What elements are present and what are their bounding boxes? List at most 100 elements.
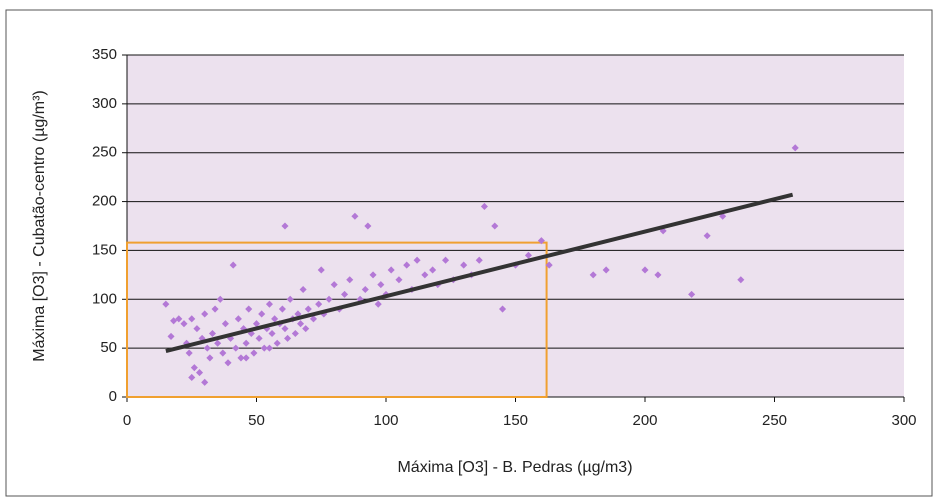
scatter-point — [203, 344, 211, 352]
scatter-point — [208, 329, 217, 338]
scatter-point — [242, 354, 250, 362]
scatter-point — [250, 349, 258, 357]
scatter-point — [688, 290, 696, 298]
scatter-point — [273, 339, 281, 347]
scatter-point — [255, 334, 263, 342]
scatter-point — [221, 320, 229, 328]
trend-line — [165, 192, 794, 354]
scatter-point — [413, 256, 421, 264]
x-tick-label: 200 — [632, 412, 657, 429]
y-tick-label: 350 — [92, 46, 117, 63]
scatter-point — [286, 295, 294, 303]
scatter-point — [302, 325, 310, 333]
scatter-point — [284, 334, 292, 342]
x-tick-label: 300 — [891, 412, 916, 429]
scatter-point — [193, 325, 201, 333]
scatter-point — [421, 271, 429, 279]
scatter-point — [309, 315, 318, 323]
scatter-point — [175, 315, 183, 323]
x-axis-label: Máxima [O3] - B. Pedras (µg/m3) — [397, 459, 632, 476]
scatter-point — [234, 315, 242, 323]
scatter-point — [460, 261, 468, 269]
x-tick-label: 250 — [762, 412, 787, 429]
scatter-point — [211, 305, 219, 313]
y-tick-label: 300 — [92, 95, 117, 112]
x-tick-label: 150 — [503, 412, 528, 429]
scatter-point — [268, 329, 276, 338]
scatter-point — [429, 266, 437, 274]
y-axis-label: Máxima [O3] - Cubatão-centro (µg/m³) — [31, 90, 48, 362]
scatter-point — [195, 369, 204, 377]
scatter-point — [317, 266, 325, 274]
scatter-point — [351, 212, 359, 220]
scatter-point — [304, 305, 312, 313]
scatter-point — [654, 271, 662, 279]
scatter-point — [281, 222, 289, 230]
scatter-point — [325, 295, 333, 303]
scatter-point — [265, 344, 273, 352]
scatter-point — [387, 266, 395, 274]
highlight-box — [126, 241, 548, 398]
plot-area — [127, 55, 904, 397]
scatter-point — [188, 373, 196, 381]
y-tick-label: 100 — [92, 290, 117, 307]
scatter-point — [364, 222, 372, 230]
x-tick-label: 50 — [248, 412, 265, 429]
scatter-point — [201, 378, 209, 386]
scatter-point — [296, 320, 305, 328]
scatter-point — [442, 256, 450, 264]
scatter-point — [216, 295, 224, 303]
scatter-point — [162, 300, 170, 308]
scatter-point — [499, 305, 507, 313]
y-tick-label: 150 — [92, 241, 117, 258]
scatter-point — [252, 320, 261, 328]
scatter-point — [229, 261, 237, 269]
scatter-point — [480, 202, 488, 210]
scatter-point — [491, 222, 499, 230]
scatter-point — [201, 310, 209, 318]
scatter-point — [330, 281, 338, 289]
scatter-point — [260, 344, 268, 352]
scatter-point — [232, 344, 240, 352]
scatter-point — [403, 261, 411, 269]
scatter-point — [377, 281, 385, 289]
y-tick-label: 0 — [109, 388, 117, 405]
scatter-point — [242, 339, 250, 347]
scatter-point — [271, 315, 279, 323]
scatter-point — [361, 285, 369, 294]
scatter-point — [369, 271, 377, 279]
scatter-point — [589, 271, 597, 279]
scatter-point — [703, 232, 711, 240]
scatter-point — [545, 261, 553, 269]
scatter-point — [281, 325, 289, 333]
scatter-point — [374, 300, 382, 308]
x-tick-label: 0 — [123, 412, 131, 429]
scatter-point — [278, 305, 286, 313]
scatter-point — [167, 332, 175, 340]
scatter-point — [346, 276, 354, 284]
scatter-point — [537, 237, 545, 245]
scatter-point — [299, 285, 307, 294]
scatter-point — [737, 276, 745, 284]
scatter-point — [602, 266, 610, 274]
scatter-point — [265, 300, 273, 308]
scatter-point — [219, 349, 227, 357]
scatter-point — [341, 290, 349, 298]
scatter-point — [641, 266, 649, 274]
scatter-point — [791, 144, 799, 152]
scatter-point — [190, 364, 198, 372]
scatter-point — [291, 329, 299, 338]
y-tick-label: 200 — [92, 193, 117, 210]
y-tick-label: 50 — [100, 339, 117, 356]
scatter-point — [180, 320, 188, 328]
scatter-point — [206, 354, 214, 362]
scatter-point — [185, 349, 193, 357]
scatter-point — [237, 354, 245, 362]
scatter-point — [475, 256, 483, 264]
scatter-point — [315, 300, 323, 308]
scatter-point — [258, 310, 266, 318]
scatter-point — [170, 317, 178, 325]
scatter-point — [224, 359, 232, 367]
x-tick-label: 100 — [373, 412, 398, 429]
